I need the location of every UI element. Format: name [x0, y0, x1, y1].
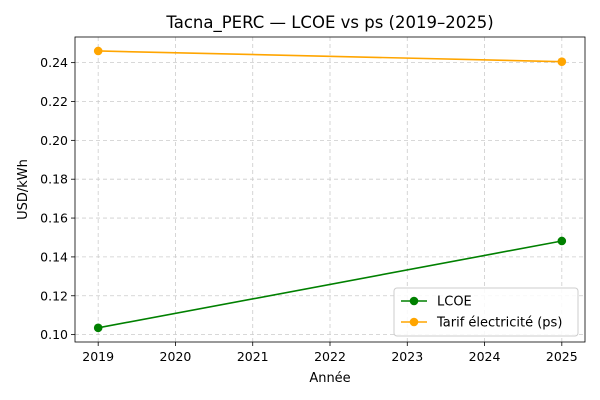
x-tick-label: 2023: [391, 349, 423, 364]
y-tick-label: 0.18: [40, 172, 68, 187]
x-axis: 2019 2020 2021 2022 2023 2024 2025: [82, 342, 578, 364]
x-tick-label: 2020: [160, 349, 192, 364]
legend-box: [393, 287, 579, 337]
data-point: [557, 236, 567, 246]
x-tick-label: 2024: [469, 349, 501, 364]
y-axis: 0.10 0.12 0.14 0.16 0.18 0.20 0.22 0.24: [40, 55, 75, 342]
series-line-1: [98, 50, 562, 63]
series-layer: [93, 46, 567, 333]
legend-label: Tarif électricité (ps): [436, 316, 562, 331]
data-point: [93, 46, 103, 56]
series-line-0: [98, 240, 562, 329]
y-tick-label: 0.12: [40, 288, 68, 303]
y-tick-label: 0.20: [40, 133, 68, 148]
y-tick-label: 0.22: [40, 94, 68, 109]
y-tick-label: 0.14: [40, 249, 68, 264]
x-tick-label: 2019: [82, 349, 114, 364]
legend-swatch-marker: [409, 296, 419, 306]
y-tick-label: 0.24: [40, 55, 68, 70]
y-tick-label: 0.10: [40, 327, 68, 342]
x-tick-label: 2021: [237, 349, 269, 364]
x-tick-label: 2022: [314, 349, 346, 364]
y-axis-label: USD/kWh: [16, 159, 31, 220]
chart-title: Tacna_PERC — LCOE vs ps (2019–2025): [165, 13, 493, 33]
y-tick-label: 0.16: [40, 211, 68, 226]
x-tick-label: 2025: [546, 349, 578, 364]
legend-swatch-marker: [409, 317, 419, 327]
legend-label: LCOE: [437, 295, 472, 310]
legend: LCOE Tarif électricité (ps): [393, 287, 579, 337]
data-point: [93, 323, 103, 333]
data-point: [557, 57, 567, 66]
x-axis-label: Année: [309, 371, 350, 386]
